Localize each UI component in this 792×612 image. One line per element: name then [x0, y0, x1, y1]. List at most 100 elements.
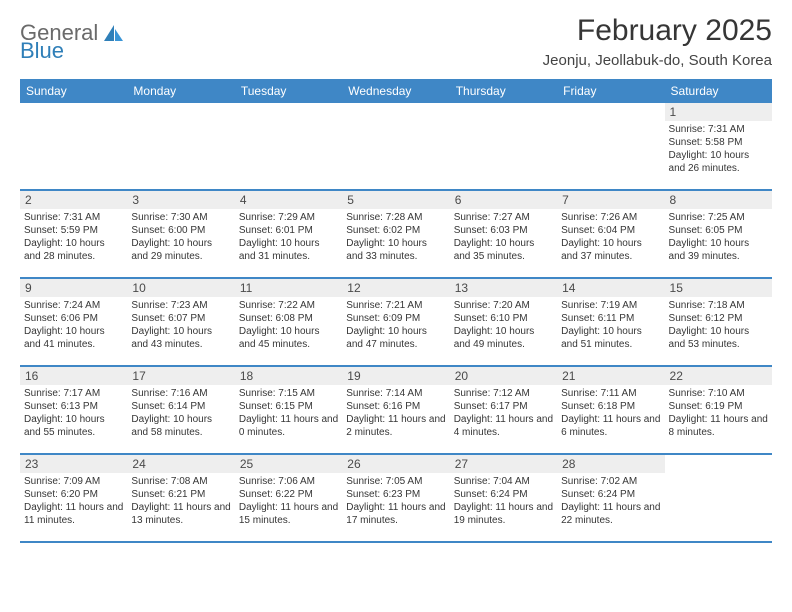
- sunrise-text: Sunrise: 7:16 AM: [131, 387, 230, 400]
- calendar-day-cell: .: [450, 103, 557, 189]
- day-info: Sunrise: 7:16 AMSunset: 6:14 PMDaylight:…: [127, 387, 234, 439]
- calendar-day-cell: 22Sunrise: 7:10 AMSunset: 6:19 PMDayligh…: [665, 367, 772, 453]
- calendar-page: General February 2025 Jeonju, Jeollabuk-…: [0, 0, 792, 612]
- day-number: 27: [450, 455, 557, 473]
- sunrise-text: Sunrise: 7:25 AM: [669, 211, 768, 224]
- sunset-text: Sunset: 6:19 PM: [669, 400, 768, 413]
- day-info: Sunrise: 7:20 AMSunset: 6:10 PMDaylight:…: [450, 299, 557, 351]
- sunrise-text: Sunrise: 7:20 AM: [454, 299, 553, 312]
- calendar-day-cell: 2Sunrise: 7:31 AMSunset: 5:59 PMDaylight…: [20, 191, 127, 277]
- sunset-text: Sunset: 6:00 PM: [131, 224, 230, 237]
- sunrise-text: Sunrise: 7:15 AM: [239, 387, 338, 400]
- daylight-text: Daylight: 10 hours and 37 minutes.: [561, 237, 660, 263]
- day-info: Sunrise: 7:09 AMSunset: 6:20 PMDaylight:…: [20, 475, 127, 527]
- day-info: Sunrise: 7:30 AMSunset: 6:00 PMDaylight:…: [127, 211, 234, 263]
- day-info: Sunrise: 7:22 AMSunset: 6:08 PMDaylight:…: [235, 299, 342, 351]
- calendar-day-cell: 24Sunrise: 7:08 AMSunset: 6:21 PMDayligh…: [127, 455, 234, 541]
- calendar-week: 9Sunrise: 7:24 AMSunset: 6:06 PMDaylight…: [20, 279, 772, 367]
- calendar-day-cell: 19Sunrise: 7:14 AMSunset: 6:16 PMDayligh…: [342, 367, 449, 453]
- calendar-day-cell: 5Sunrise: 7:28 AMSunset: 6:02 PMDaylight…: [342, 191, 449, 277]
- sunrise-text: Sunrise: 7:31 AM: [669, 123, 768, 136]
- sunrise-text: Sunrise: 7:08 AM: [131, 475, 230, 488]
- sunrise-text: Sunrise: 7:17 AM: [24, 387, 123, 400]
- sunrise-text: Sunrise: 7:18 AM: [669, 299, 768, 312]
- day-info: Sunrise: 7:27 AMSunset: 6:03 PMDaylight:…: [450, 211, 557, 263]
- day-info: Sunrise: 7:31 AMSunset: 5:59 PMDaylight:…: [20, 211, 127, 263]
- daylight-text: Daylight: 10 hours and 47 minutes.: [346, 325, 445, 351]
- sunset-text: Sunset: 6:16 PM: [346, 400, 445, 413]
- sunset-text: Sunset: 6:15 PM: [239, 400, 338, 413]
- day-info: Sunrise: 7:26 AMSunset: 6:04 PMDaylight:…: [557, 211, 664, 263]
- day-info: Sunrise: 7:14 AMSunset: 6:16 PMDaylight:…: [342, 387, 449, 439]
- daylight-text: Daylight: 11 hours and 15 minutes.: [239, 501, 338, 527]
- calendar-day-cell: .: [20, 103, 127, 189]
- day-number: 14: [557, 279, 664, 297]
- sunset-text: Sunset: 6:24 PM: [561, 488, 660, 501]
- sunset-text: Sunset: 6:18 PM: [561, 400, 660, 413]
- day-number: 11: [235, 279, 342, 297]
- daylight-text: Daylight: 11 hours and 11 minutes.: [24, 501, 123, 527]
- calendar-day-cell: 10Sunrise: 7:23 AMSunset: 6:07 PMDayligh…: [127, 279, 234, 365]
- daylight-text: Daylight: 10 hours and 35 minutes.: [454, 237, 553, 263]
- weekday-header: Monday: [127, 80, 234, 103]
- day-number: 4: [235, 191, 342, 209]
- calendar: Sunday Monday Tuesday Wednesday Thursday…: [20, 79, 772, 543]
- sunset-text: Sunset: 6:01 PM: [239, 224, 338, 237]
- daylight-text: Daylight: 10 hours and 53 minutes.: [669, 325, 768, 351]
- sunset-text: Sunset: 6:14 PM: [131, 400, 230, 413]
- day-number: 17: [127, 367, 234, 385]
- day-info: Sunrise: 7:23 AMSunset: 6:07 PMDaylight:…: [127, 299, 234, 351]
- day-number: 3: [127, 191, 234, 209]
- sunset-text: Sunset: 6:02 PM: [346, 224, 445, 237]
- calendar-day-cell: .: [557, 103, 664, 189]
- day-info: Sunrise: 7:19 AMSunset: 6:11 PMDaylight:…: [557, 299, 664, 351]
- daylight-text: Daylight: 10 hours and 26 minutes.: [669, 149, 768, 175]
- daylight-text: Daylight: 11 hours and 22 minutes.: [561, 501, 660, 527]
- day-info: Sunrise: 7:08 AMSunset: 6:21 PMDaylight:…: [127, 475, 234, 527]
- daylight-text: Daylight: 11 hours and 17 minutes.: [346, 501, 445, 527]
- daylight-text: Daylight: 10 hours and 39 minutes.: [669, 237, 768, 263]
- sunrise-text: Sunrise: 7:09 AM: [24, 475, 123, 488]
- calendar-day-cell: 13 Sunrise: 7:20 AMSunset: 6:10 PMDayligh…: [450, 279, 557, 365]
- daylight-text: Daylight: 10 hours and 28 minutes.: [24, 237, 123, 263]
- day-info: Sunrise: 7:25 AMSunset: 6:05 PMDaylight:…: [665, 211, 772, 263]
- calendar-day-cell: 17 Sunrise: 7:16 AMSunset: 6:14 PMDayligh…: [127, 367, 234, 453]
- sunrise-text: Sunrise: 7:24 AM: [24, 299, 123, 312]
- sunrise-text: Sunrise: 7:10 AM: [669, 387, 768, 400]
- day-info: Sunrise: 7:31 AMSunset: 5:58 PMDaylight:…: [665, 123, 772, 175]
- calendar-day-cell: 23Sunrise: 7:09 AMSunset: 6:20 PMDayligh…: [20, 455, 127, 541]
- day-number: 26: [342, 455, 449, 473]
- day-number: 13: [450, 279, 557, 297]
- calendar-day-cell: 28Sunrise: 7:02 AMSunset: 6:24 PMDayligh…: [557, 455, 664, 541]
- sunrise-text: Sunrise: 7:14 AM: [346, 387, 445, 400]
- weeks-container: ......1Sunrise: 7:31 AMSunset: 5:58 PMDa…: [20, 103, 772, 543]
- sunset-text: Sunset: 6:03 PM: [454, 224, 553, 237]
- weekday-header: Sunday: [20, 80, 127, 103]
- calendar-week: 16Sunrise: 7:17 AMSunset: 6:13 PMDayligh…: [20, 367, 772, 455]
- sunset-text: Sunset: 6:08 PM: [239, 312, 338, 325]
- day-number: 7: [557, 191, 664, 209]
- sunset-text: Sunset: 6:23 PM: [346, 488, 445, 501]
- sunset-text: Sunset: 6:09 PM: [346, 312, 445, 325]
- sunrise-text: Sunrise: 7:28 AM: [346, 211, 445, 224]
- day-number: 22: [665, 367, 772, 385]
- day-number: 25: [235, 455, 342, 473]
- sunrise-text: Sunrise: 7:22 AM: [239, 299, 338, 312]
- sunset-text: Sunset: 6:13 PM: [24, 400, 123, 413]
- sunset-text: Sunset: 6:22 PM: [239, 488, 338, 501]
- daylight-text: Daylight: 11 hours and 0 minutes.: [239, 413, 338, 439]
- sunset-text: Sunset: 6:05 PM: [669, 224, 768, 237]
- day-info: Sunrise: 7:06 AMSunset: 6:22 PMDaylight:…: [235, 475, 342, 527]
- daylight-text: Daylight: 10 hours and 33 minutes.: [346, 237, 445, 263]
- day-info: Sunrise: 7:11 AMSunset: 6:18 PMDaylight:…: [557, 387, 664, 439]
- sunset-text: Sunset: 5:59 PM: [24, 224, 123, 237]
- sunrise-text: Sunrise: 7:06 AM: [239, 475, 338, 488]
- daylight-text: Daylight: 10 hours and 29 minutes.: [131, 237, 230, 263]
- day-info: Sunrise: 7:28 AMSunset: 6:02 PMDaylight:…: [342, 211, 449, 263]
- sunrise-text: Sunrise: 7:19 AM: [561, 299, 660, 312]
- daylight-text: Daylight: 10 hours and 55 minutes.: [24, 413, 123, 439]
- calendar-day-cell: 27Sunrise: 7:04 AMSunset: 6:24 PMDayligh…: [450, 455, 557, 541]
- daylight-text: Daylight: 10 hours and 41 minutes.: [24, 325, 123, 351]
- sunset-text: Sunset: 6:17 PM: [454, 400, 553, 413]
- daylight-text: Daylight: 10 hours and 51 minutes.: [561, 325, 660, 351]
